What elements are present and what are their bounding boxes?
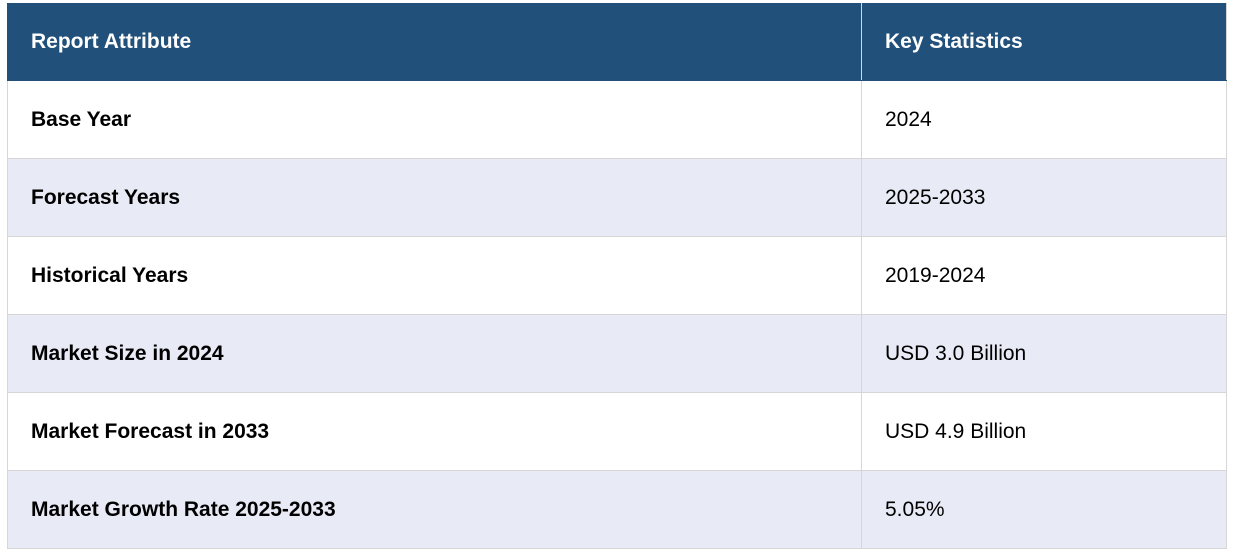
header-row: Report Attribute Key Statistics bbox=[7, 3, 1227, 81]
value-cell: 2019-2024 bbox=[861, 236, 1227, 315]
attribute-cell: Market Forecast in 2033 bbox=[7, 392, 862, 471]
table-row: Market Growth Rate 2025-2033 5.05% bbox=[7, 470, 1227, 549]
table-row: Historical Years 2019-2024 bbox=[7, 236, 1227, 315]
value-cell: 5.05% bbox=[861, 470, 1227, 549]
value-cell: USD 3.0 Billion bbox=[861, 314, 1227, 393]
value-cell: 2025-2033 bbox=[861, 158, 1227, 237]
table-row: Base Year 2024 bbox=[7, 80, 1227, 159]
header-cell: Report Attribute bbox=[7, 3, 862, 81]
attribute-cell: Market Size in 2024 bbox=[7, 314, 862, 393]
attribute-cell: Market Growth Rate 2025-2033 bbox=[7, 470, 862, 549]
table-row: Market Forecast in 2033 USD 4.9 Billion bbox=[7, 392, 1227, 471]
header-cell: Key Statistics bbox=[861, 3, 1227, 81]
attribute-cell: Forecast Years bbox=[7, 158, 862, 237]
value-cell: USD 4.9 Billion bbox=[861, 392, 1227, 471]
table-row: Market Size in 2024 USD 3.0 Billion bbox=[7, 314, 1227, 393]
stats-table: Report Attribute Key Statistics Base Yea… bbox=[7, 3, 1227, 549]
attribute-cell: Historical Years bbox=[7, 236, 862, 315]
attribute-cell: Base Year bbox=[7, 80, 862, 159]
value-cell: 2024 bbox=[861, 80, 1227, 159]
table-row: Forecast Years 2025-2033 bbox=[7, 158, 1227, 237]
